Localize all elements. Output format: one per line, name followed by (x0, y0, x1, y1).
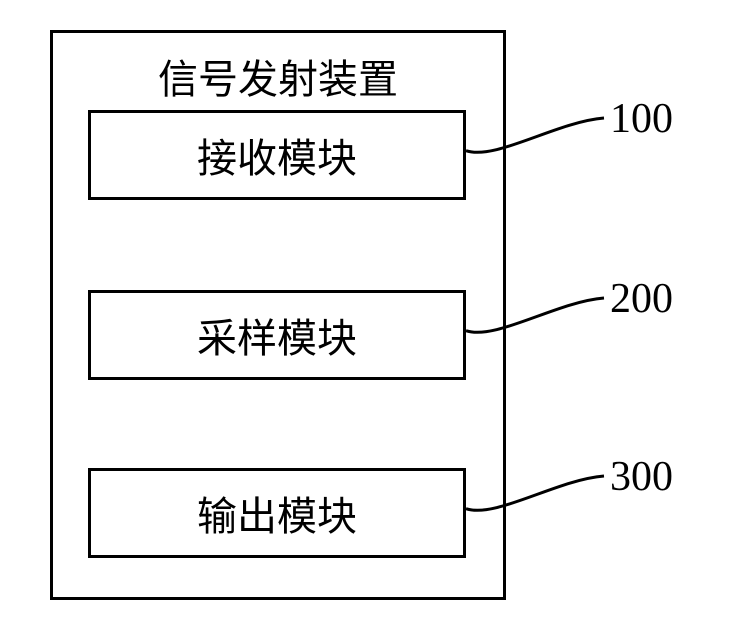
module-label: 输出模块 (197, 484, 357, 542)
device-title: 信号发射装置 (53, 33, 503, 105)
callout-label: 300 (610, 453, 673, 501)
callout-label: 100 (610, 95, 673, 143)
module-label: 采样模块 (197, 306, 357, 364)
callout-label: 200 (610, 275, 673, 323)
module-box: 输出模块 (88, 468, 466, 558)
module-box: 接收模块 (88, 110, 466, 200)
module-label: 接收模块 (197, 126, 357, 184)
module-box: 采样模块 (88, 290, 466, 380)
